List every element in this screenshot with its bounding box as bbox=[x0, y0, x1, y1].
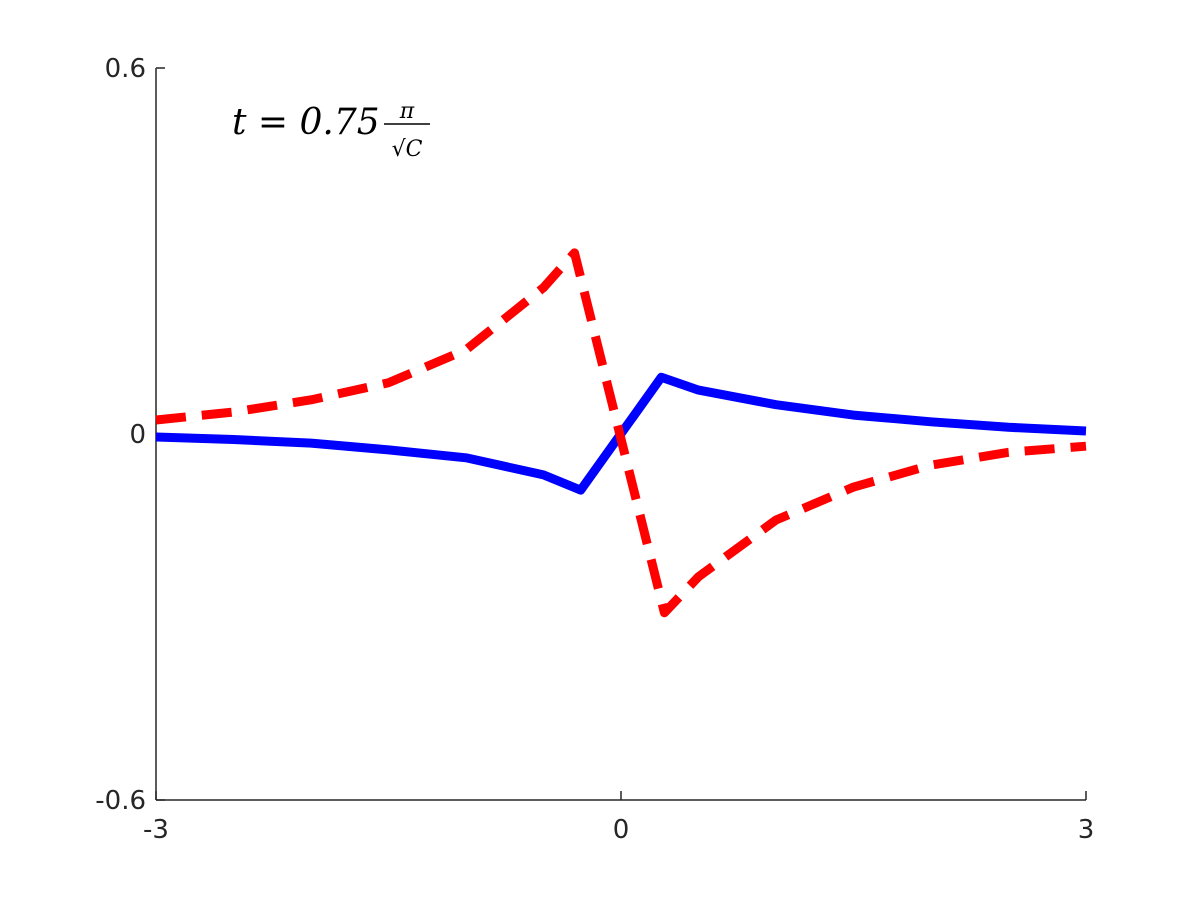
annotation: t = 0.75 bbox=[232, 102, 380, 143]
x-tick-label: 0 bbox=[613, 815, 630, 845]
annotation-numerator: π bbox=[399, 99, 415, 124]
x-tick-label: 3 bbox=[1078, 815, 1095, 845]
y-tick-label: -0.6 bbox=[95, 786, 146, 816]
x-tick-label: -3 bbox=[143, 815, 169, 845]
y-tick-label: 0 bbox=[129, 420, 146, 450]
annotation-denominator: √C bbox=[392, 137, 423, 162]
data-line bbox=[155, 248, 1087, 618]
y-tick-label: 0.6 bbox=[105, 54, 146, 84]
